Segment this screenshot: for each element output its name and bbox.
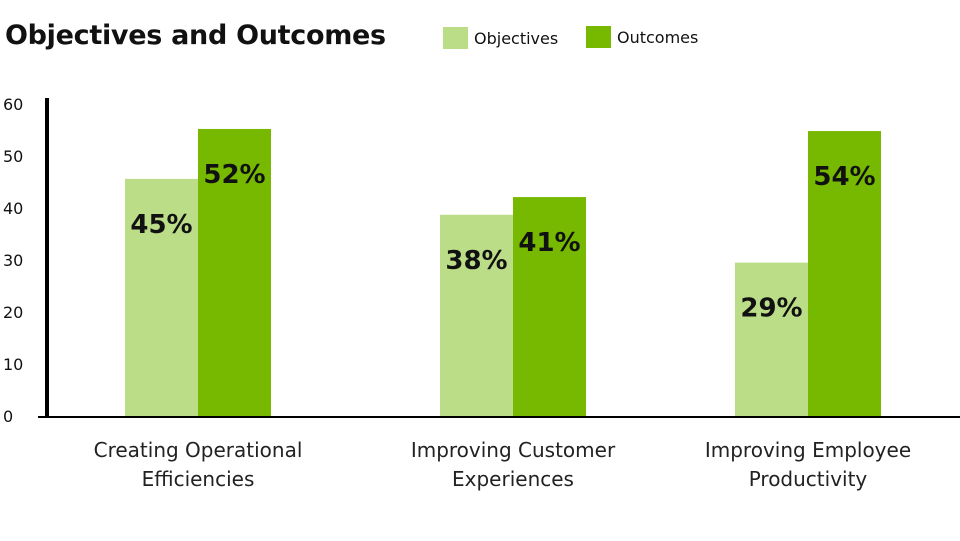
data-label: 38%: [445, 246, 507, 276]
legend-item-outcomes: Outcomes: [586, 26, 698, 48]
data-label: 41%: [518, 228, 580, 258]
chart-title: Objectives and Outcomes: [5, 20, 386, 51]
y-tick-label: 40: [3, 199, 23, 218]
y-tick-label: 10: [3, 355, 23, 374]
bar-objectives: [735, 262, 808, 416]
bar-outcomes: [513, 197, 586, 416]
bar-outcomes: [198, 128, 271, 416]
x-category-label: Creating Operational: [94, 438, 303, 462]
legend-swatch-objectives: [443, 27, 468, 49]
data-label: 45%: [130, 210, 192, 240]
y-tick-label: 50: [3, 147, 23, 166]
y-tick-label: 30: [3, 251, 23, 270]
legend-label-objectives: Objectives: [474, 28, 559, 48]
legend-swatch-outcomes: [586, 26, 611, 48]
x-category-label: Experiences: [452, 467, 574, 491]
y-tick-label: 60: [3, 95, 23, 114]
y-tick-label: 20: [3, 303, 23, 322]
data-label: 54%: [813, 162, 875, 192]
data-label: 52%: [203, 160, 265, 190]
bar-objectives: [440, 214, 513, 416]
x-category-label: Efficiencies: [142, 467, 255, 491]
legend-item-objectives: Objectives: [443, 27, 558, 49]
bar-outcomes: [808, 131, 881, 417]
x-category-label: Improving Employee: [705, 438, 911, 462]
bar-objectives: [125, 178, 198, 416]
y-tick-label: 0: [3, 407, 13, 426]
data-label: 29%: [740, 294, 802, 324]
x-category-label: Improving Customer: [411, 438, 616, 462]
legend-label-outcomes: Outcomes: [617, 27, 699, 47]
x-category-label: Productivity: [749, 467, 868, 491]
